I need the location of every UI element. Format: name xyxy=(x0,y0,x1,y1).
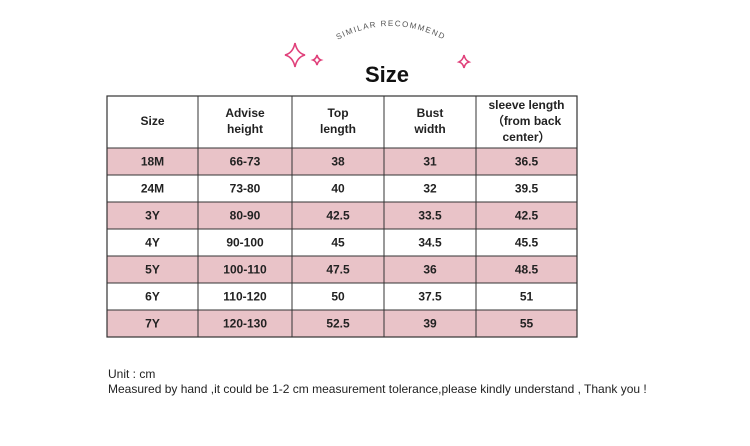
table-cell: 50 xyxy=(331,290,345,304)
row-bg-pink xyxy=(107,310,577,337)
header-cell: center） xyxy=(502,129,550,144)
table-cell: 37.5 xyxy=(418,290,442,304)
size-table: Size Advise height Top length Bust width sleeve… xyxy=(106,95,578,338)
table-cell: 36 xyxy=(423,263,437,277)
table-cell: 39 xyxy=(423,317,437,331)
table-cell: 32 xyxy=(423,182,437,196)
sparkles xyxy=(284,42,472,69)
table-cell: 80-90 xyxy=(230,209,261,223)
table-cell: 66-73 xyxy=(230,155,261,169)
header-cell: （from back xyxy=(492,113,562,128)
table-cell: 100-110 xyxy=(223,263,267,277)
table-cell: 33.5 xyxy=(418,209,442,223)
table-cell: 42.5 xyxy=(515,209,539,223)
header-cell: sleeve length xyxy=(488,98,564,112)
table-cell: 36.5 xyxy=(515,155,539,169)
table-cell: 40 xyxy=(331,182,345,196)
header-cell: Bust xyxy=(417,106,444,120)
subtitle-text: SIMILAR RECOMMEND xyxy=(335,19,446,42)
table-cell: 3Y xyxy=(145,209,160,223)
header-cell: Advise xyxy=(225,106,265,120)
row-bg-pink xyxy=(107,256,577,283)
table-cell: 24M xyxy=(141,182,164,196)
header-cell: height xyxy=(227,122,263,136)
table-cell: 55 xyxy=(520,317,534,331)
table-cell: 4Y xyxy=(145,236,160,250)
table-cell: 39.5 xyxy=(515,182,539,196)
table-cell: 18M xyxy=(141,155,164,169)
row-bg-pink xyxy=(107,202,577,229)
table-cell: 31 xyxy=(423,155,437,169)
table-cell: 110-120 xyxy=(223,290,267,304)
table-cell: 7Y xyxy=(145,317,160,331)
table-cell: 34.5 xyxy=(418,236,442,250)
subtitle: SIMILAR RECOMMEND xyxy=(335,19,448,42)
row-bg xyxy=(107,175,577,202)
row-bg-pink xyxy=(107,148,577,175)
row-bg xyxy=(107,229,577,256)
header-cell: length xyxy=(320,122,356,136)
header-cell: Size xyxy=(140,114,164,128)
note: Unit : cm xyxy=(108,367,155,381)
table-cell: 52.5 xyxy=(326,317,350,331)
table-cell: 6Y xyxy=(145,290,160,304)
table-cell: 38 xyxy=(331,155,345,169)
table-cell: 45 xyxy=(331,236,345,250)
table-cell: 48.5 xyxy=(515,263,539,277)
table-cell: 47.5 xyxy=(326,263,350,277)
table-cell: 45.5 xyxy=(515,236,539,250)
title: Size xyxy=(365,62,409,87)
note: Measured by hand ,it could be 1-2 cm mea… xyxy=(108,382,647,396)
table-cell: 5Y xyxy=(145,263,160,277)
table-cell: 51 xyxy=(520,290,534,304)
table-cell: 120-130 xyxy=(223,317,267,331)
row-bg xyxy=(107,283,577,310)
header-cell: width xyxy=(413,122,445,136)
table-cell: 73-80 xyxy=(230,182,261,196)
table-cell: 42.5 xyxy=(326,209,350,223)
table-cell: 90-100 xyxy=(226,236,264,250)
header-cell: Top xyxy=(327,106,348,120)
